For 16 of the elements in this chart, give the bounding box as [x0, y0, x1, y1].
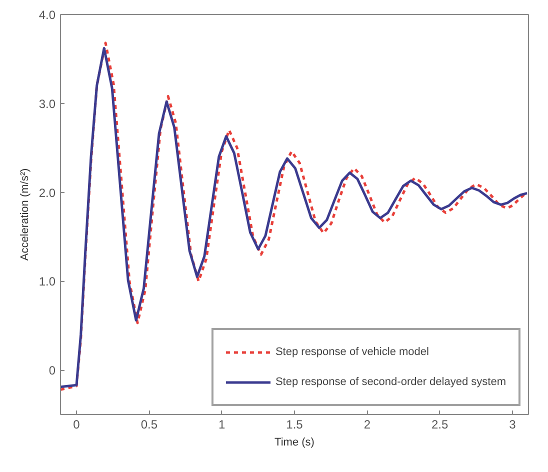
- x-tick-label: 1.5: [286, 418, 304, 432]
- legend-label: Step response of second-order delayed system: [275, 376, 506, 388]
- x-tick-label: 1: [218, 418, 226, 432]
- y-tick-label: 4.0: [38, 8, 56, 22]
- y-tick-label: 3.0: [38, 96, 56, 111]
- y-tick-label: 0: [48, 364, 56, 378]
- x-tick-label: 3: [509, 418, 516, 432]
- y-tick-label: 2.0: [38, 186, 56, 200]
- x-tick-label: 2.5: [432, 418, 449, 432]
- y-axis-title: Acceleration (m/s²): [18, 168, 31, 261]
- x-tick-label: 0: [73, 418, 80, 432]
- x-tick-label: 2: [364, 418, 371, 432]
- x-axis-title: Time (s): [274, 436, 314, 448]
- y-tick-label: 1.0: [38, 274, 56, 289]
- x-tick-label: 0.5: [140, 418, 158, 432]
- legend-label: Step response of vehicle model: [275, 346, 429, 358]
